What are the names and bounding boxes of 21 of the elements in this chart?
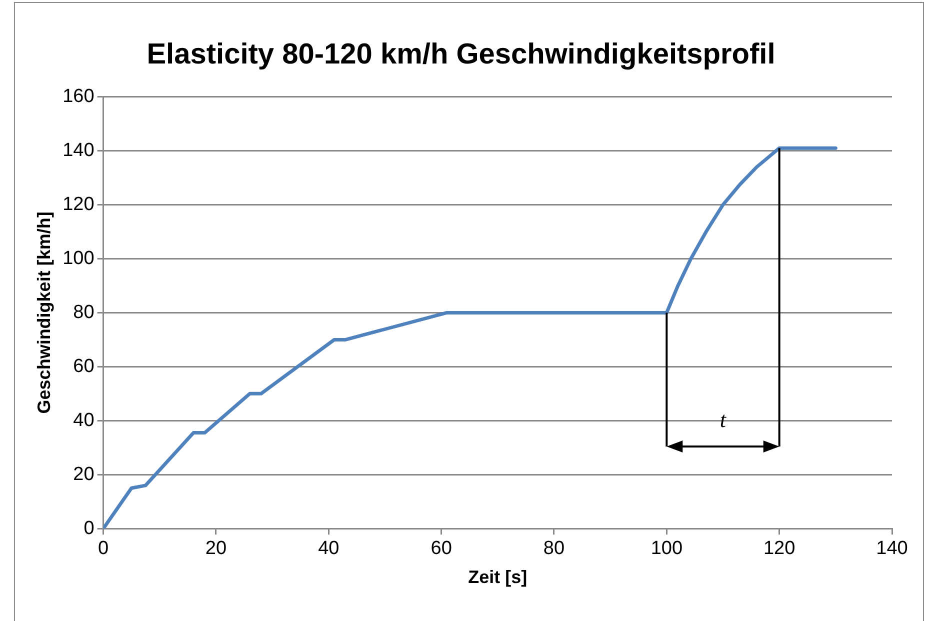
y-tick-label: 20 [73,464,94,485]
y-tick-label: 100 [62,248,94,269]
x-tick-label: 60 [430,538,452,560]
y-axis-title: Geschwindigkeit [km/h] [34,212,54,414]
y-tick-label: 160 [62,86,94,108]
x-tick-label: 140 [876,538,908,560]
x-tick-label: 20 [205,538,227,560]
y-tick-label: 80 [73,302,94,323]
annotation: t [718,406,728,433]
y-tick-label: 0 [84,518,94,539]
y-tick-label: 120 [62,194,94,215]
x-tick-label: 40 [318,538,340,560]
y-tick-label: 140 [62,140,94,162]
x-axis-title: Zeit [s] [468,567,528,588]
chart-title: Elasticity 80-120 km/h Geschwindigkeitsprofil [146,38,776,70]
y-tick-label: 60 [73,356,94,377]
x-tick-label: 100 [650,538,683,560]
x-tick-label: 80 [543,538,565,560]
y-tick-label: 40 [73,410,94,431]
x-tick-label: 120 [763,538,796,560]
x-tick-label: 0 [98,538,109,560]
